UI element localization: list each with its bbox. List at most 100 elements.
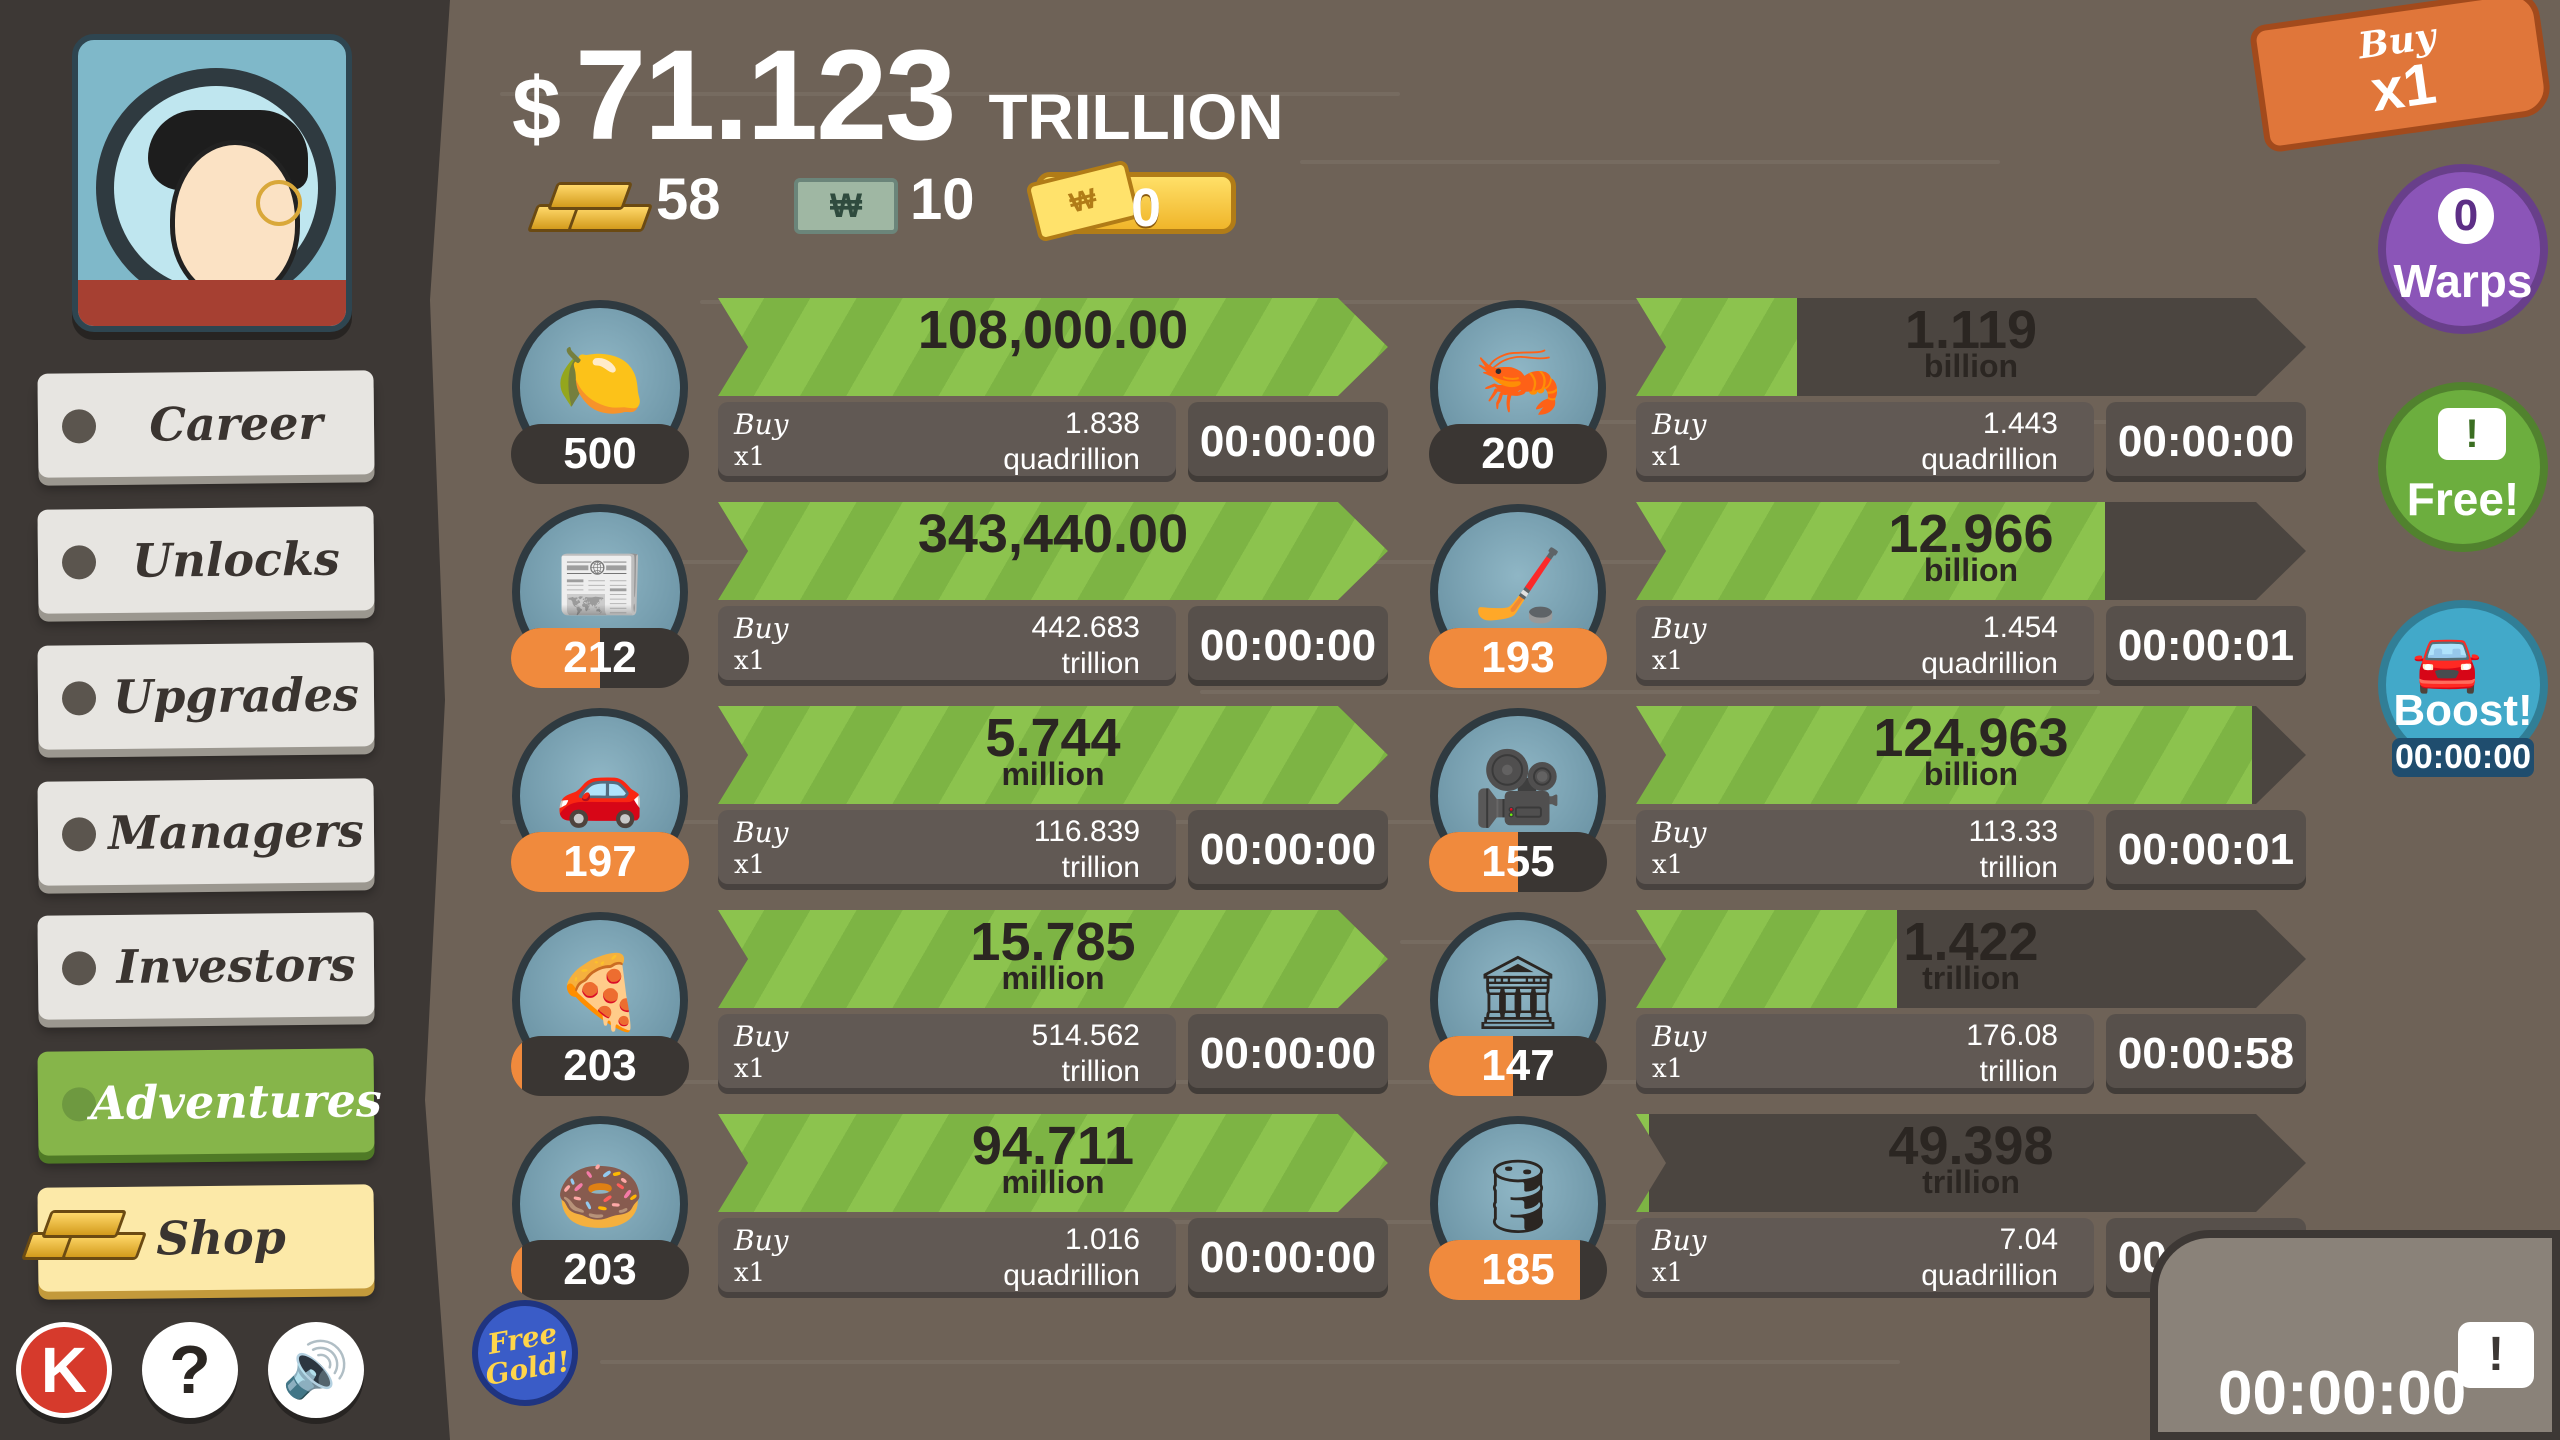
business-timer: 00:00:58 <box>2106 1014 2306 1094</box>
sound-toggle-button[interactable]: 🔊 <box>268 1322 364 1418</box>
warps-count: 0 <box>2438 188 2494 244</box>
career-button[interactable]: Career <box>37 370 375 478</box>
revenue-value: 94.711 <box>971 1116 1135 1176</box>
owned-count-text: 185 <box>1481 1245 1555 1294</box>
revenue-progress-bar[interactable]: 1.119 billion <box>1636 298 2306 396</box>
buy-button[interactable]: Buy x1 116.839 trillion <box>718 810 1176 890</box>
adventures-button[interactable]: Adventures <box>37 1048 382 1156</box>
business-timer: 00:00:00 <box>1188 1218 1388 1298</box>
free-gold-button[interactable]: Free Gold! <box>463 1291 587 1415</box>
revenue-unit: billion <box>1923 552 2019 588</box>
tv-icon: ! <box>2438 408 2506 460</box>
owned-count-text: 200 <box>1481 429 1555 478</box>
buy-button[interactable]: Buy x1 113.33 trillion <box>1636 810 2094 890</box>
megabucks-icon: ₩ <box>794 178 898 234</box>
buy-button[interactable]: Buy x1 1.454 quadrillion <box>1636 606 2094 686</box>
revenue-unit: trillion <box>1922 1164 2020 1200</box>
owned-milestone-progress <box>1429 1036 1513 1096</box>
owned-count-text: 147 <box>1481 1041 1555 1090</box>
boost-button[interactable]: 🚘 Boost! 00:00:00 <box>2378 600 2548 777</box>
buy-cost-unit: quadrillion <box>1003 1259 1140 1292</box>
buy-button[interactable]: Buy x1 176.08 trillion <box>1636 1014 2094 1094</box>
buy-cost-unit: trillion <box>1061 647 1140 680</box>
player-avatar[interactable] <box>72 34 352 332</box>
revenue-progress-bar[interactable]: 94.711 million <box>718 1114 1388 1212</box>
revenue-progress-bar[interactable]: 5.744 million <box>718 706 1388 804</box>
revenue-value: 15.785 <box>970 912 1136 972</box>
buy-multiplier-tag[interactable]: Buy x1 <box>2248 0 2554 154</box>
buy-cost-unit: quadrillion <box>1921 1259 2058 1292</box>
buy-button[interactable]: Buy x1 514.562 trillion <box>718 1014 1176 1094</box>
revenue-value: 343,440.00 <box>917 504 1189 564</box>
upgrades-button[interactable]: Upgrades <box>37 642 375 750</box>
owned-count-text: 203 <box>563 1041 637 1090</box>
buy-button[interactable]: Buy x1 1.016 quadrillion <box>718 1218 1176 1298</box>
business-icon: 🍩 <box>555 1157 645 1237</box>
business-icon: 🏒 <box>1473 545 1563 625</box>
unlocks-indicator-dot <box>61 545 97 580</box>
angel-ticket-counter[interactable]: ₩ 0 <box>1025 159 1236 243</box>
bottom-tv-panel[interactable]: 00:00:00 ! <box>2150 1230 2560 1440</box>
business-owned-count: 212 <box>511 628 689 688</box>
buy-button[interactable]: Buy x1 1.443 quadrillion <box>1636 402 2094 482</box>
owned-milestone-progress <box>511 1036 522 1096</box>
revenue-progress-fill <box>718 706 1388 804</box>
owned-count-text: 203 <box>563 1245 637 1294</box>
boost-label: Boost! <box>2393 686 2533 735</box>
upgrades-label: Upgrades <box>112 667 360 724</box>
owned-milestone-progress <box>511 628 600 688</box>
buy-label: Buy <box>734 1020 789 1053</box>
upgrades-indicator-dot <box>61 681 97 716</box>
buy-cost-unit: quadrillion <box>1003 443 1140 476</box>
megabucks-count: 10 <box>910 167 975 232</box>
revenue-progress-fill <box>1636 1114 1650 1212</box>
buy-button[interactable]: Buy x1 442.683 trillion <box>718 606 1176 686</box>
revenue-progress-bar[interactable]: 1.422 trillion <box>1636 910 2306 1008</box>
revenue-progress-bar[interactable]: 49.398 trillion <box>1636 1114 2306 1212</box>
revenue-progress-bar[interactable]: 108,000.00 <box>718 298 1388 396</box>
buy-cost-value: 442.683 <box>1031 611 1140 644</box>
revenue-progress-bar[interactable]: 343,440.00 <box>718 502 1388 600</box>
currency-symbol: $ <box>512 59 561 158</box>
boost-timer: 00:00:00 <box>2392 738 2534 777</box>
revenue-progress-fill <box>1636 502 2105 600</box>
buy-cost: 7.04 quadrillion <box>1921 1222 2058 1294</box>
warps-button[interactable]: 0 Warps <box>2378 164 2548 334</box>
buy-cost-value: 1.016 <box>1064 1223 1140 1256</box>
revenue-value: 5.744 <box>985 708 1121 768</box>
revenue-value: 1.422 <box>1903 912 2039 972</box>
tv-icon: ! <box>2458 1322 2534 1388</box>
unlocks-button[interactable]: Unlocks <box>37 506 375 614</box>
buy-cost-value: 113.33 <box>1968 815 2058 848</box>
buy-multiplier: x1 <box>1652 850 1684 880</box>
revenue-unit: trillion <box>1922 960 2020 996</box>
buy-button[interactable]: Buy x1 1.838 quadrillion <box>718 402 1176 482</box>
free-tv-button[interactable]: ! Free! <box>2378 382 2548 552</box>
buy-cost: 442.683 trillion <box>1032 610 1140 682</box>
career-label: Career <box>149 395 323 452</box>
kongregate-button[interactable]: K <box>16 1322 112 1418</box>
buy-multiplier: x1 <box>1652 1054 1684 1084</box>
investors-button[interactable]: Investors <box>37 912 375 1020</box>
revenue-progress-bar[interactable]: 12.966 billion <box>1636 502 2306 600</box>
buy-label: Buy <box>734 816 789 849</box>
owned-count-text: 212 <box>563 633 637 682</box>
revenue-progress-bar[interactable]: 15.785 million <box>718 910 1388 1008</box>
revenue-value: 108,000.00 <box>917 300 1189 360</box>
buy-cost-value: 116.839 <box>1033 815 1140 848</box>
business-icon: 🍕 <box>555 953 645 1033</box>
revenue-progress-bar[interactable]: 124.963 billion <box>1636 706 2306 804</box>
help-button[interactable]: ? <box>142 1322 238 1418</box>
business-icon: 📰 <box>555 545 645 625</box>
buy-cost: 113.33 trillion <box>1968 814 2058 886</box>
buy-cost: 176.08 trillion <box>1966 1018 2058 1090</box>
managers-button[interactable]: Managers <box>37 778 375 886</box>
buy-multiplier: x1 <box>1652 646 1684 676</box>
buy-button[interactable]: Buy x1 7.04 quadrillion <box>1636 1218 2094 1298</box>
business-owned-count: 147 <box>1429 1036 1607 1096</box>
business-owned-count: 500 <box>511 424 689 484</box>
revenue-unit: million <box>1001 756 1105 792</box>
buy-cost: 1.838 quadrillion <box>1003 406 1140 478</box>
business-timer: 00:00:01 <box>2106 810 2306 890</box>
business-icon: 🎥 <box>1473 749 1563 829</box>
